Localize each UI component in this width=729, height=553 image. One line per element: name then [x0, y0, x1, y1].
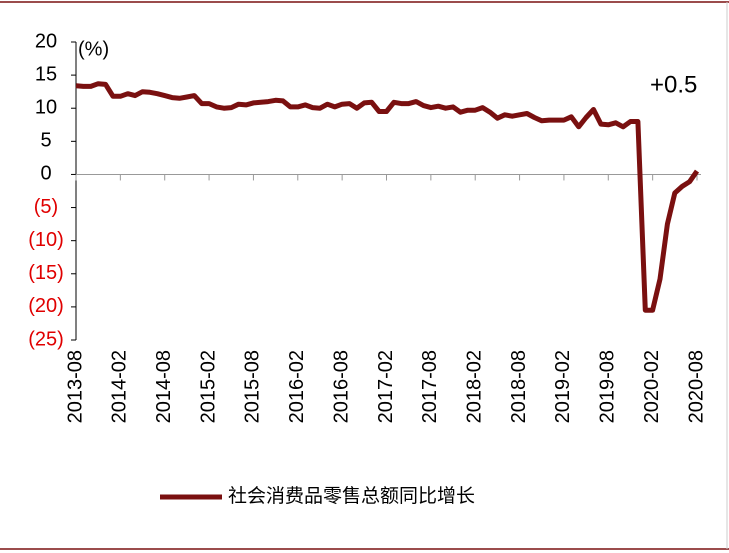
x-tick-label: 2014-08: [153, 350, 175, 423]
x-tick-label: 2018-08: [508, 350, 530, 423]
x-tick-label: 2015-02: [197, 350, 219, 423]
x-tick-label: 2017-02: [375, 350, 397, 423]
y-axis-label: (%): [78, 38, 109, 60]
x-tick-label: 2020-02: [641, 350, 663, 423]
x-tick-label: 2019-08: [597, 350, 619, 423]
y-tick-label: (25): [28, 328, 64, 350]
x-tick-label: 2018-02: [463, 350, 485, 423]
y-tick-label: 15: [35, 63, 57, 85]
y-tick-label: (5): [34, 196, 58, 218]
x-tick-label: 2016-02: [286, 350, 308, 423]
y-tick-label: 10: [35, 97, 57, 119]
y-tick-label: 0: [40, 163, 51, 185]
y-tick-label: (20): [28, 295, 64, 317]
y-tick-label: 5: [40, 130, 51, 152]
annotation: +0.5: [650, 71, 697, 98]
x-tick-label: 2019-02: [552, 350, 574, 423]
data-line: [75, 81, 700, 313]
x-tick-label: 2015-08: [242, 350, 264, 423]
x-tick-label: 2017-08: [419, 350, 441, 423]
x-tick-label: 2014-02: [109, 350, 131, 423]
y-tick-label: 20: [35, 30, 57, 52]
x-tick-label: 2020-08: [685, 350, 707, 423]
x-tick-label: 2016-08: [330, 350, 352, 423]
x-tick-label: 2013-08: [64, 350, 86, 423]
y-tick-label: (10): [28, 229, 64, 251]
legend-label: 社会消费品零售总额同比增长: [228, 485, 475, 507]
y-tick-label: (15): [28, 262, 64, 284]
